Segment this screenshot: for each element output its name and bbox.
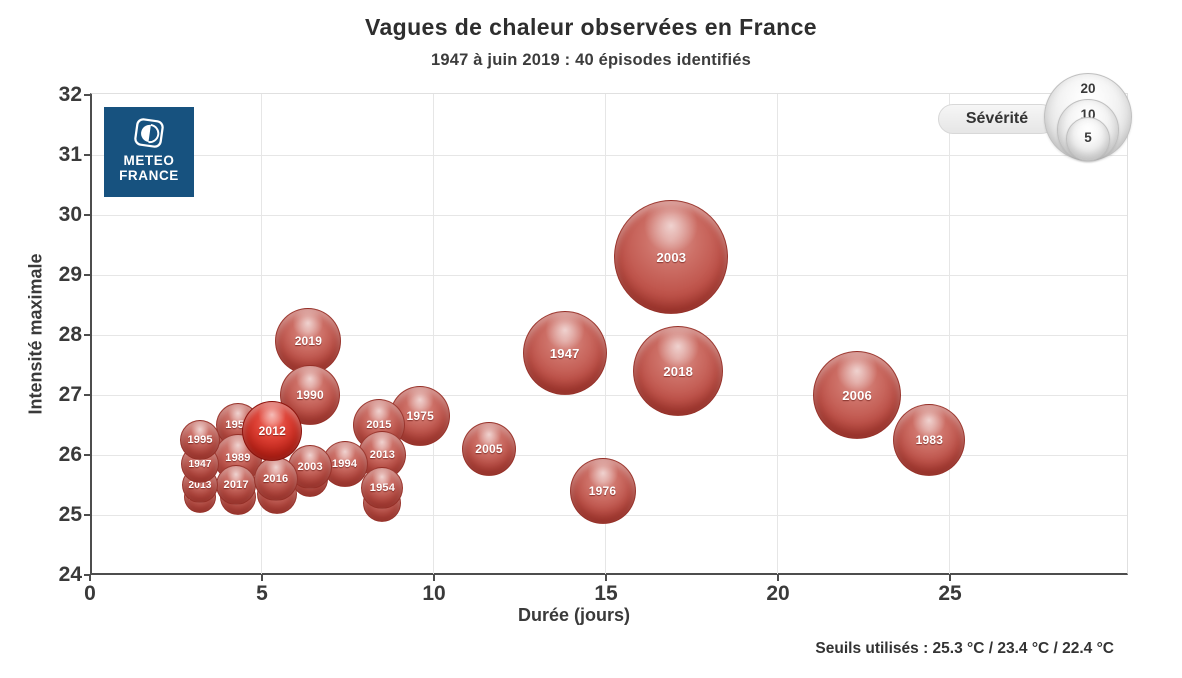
y-tick-label: 30 [58, 203, 82, 226]
chart-title: Vagues de chaleur observées en France [364, 14, 817, 40]
x-tick-label: 5 [256, 582, 268, 605]
gridline-horizontal [92, 215, 1127, 216]
gridline-horizontal [92, 335, 1127, 336]
x-tick-mark [433, 575, 435, 581]
bubble-2018: 2018 [633, 326, 724, 416]
bubble-year-label: 2013 [369, 449, 396, 461]
y-tick-label: 26 [58, 443, 82, 466]
x-tick-mark [949, 575, 951, 581]
bubble-2016: 2016 [253, 457, 298, 501]
severity-legend-label: Sévérité [938, 104, 1056, 134]
y-tick-mark [84, 334, 90, 336]
bubble-year-label: 1995 [187, 434, 213, 446]
bubble-year-label: 2015 [366, 419, 392, 431]
x-axis-title: Durée (jours) [517, 605, 631, 625]
gridline-vertical [949, 94, 950, 574]
gridline-horizontal [92, 155, 1127, 156]
bubble-2012: 2012 [242, 401, 303, 461]
legend-size-label: 20 [1080, 81, 1096, 96]
y-tick-mark [84, 94, 90, 96]
bubble-year-label: 2018 [663, 363, 694, 379]
x-tick-mark [261, 575, 263, 581]
x-tick-mark [777, 575, 779, 581]
legend-size-label: 5 [1084, 130, 1092, 145]
chart-subtitle: 1947 à juin 2019 : 40 épisodes identifié… [430, 51, 751, 69]
y-tick-mark [84, 454, 90, 456]
bubble-year-label: 2013 [188, 479, 212, 491]
bubble-year-label: 1994 [331, 458, 358, 470]
x-tick-label: 20 [766, 582, 790, 605]
meteo-france-icon [134, 118, 164, 148]
bubble-year-label: 2012 [258, 424, 287, 438]
gridline-vertical [433, 94, 434, 574]
x-tick-label: 10 [422, 582, 446, 605]
bubble-1976: 1976 [569, 458, 636, 524]
y-tick-label: 27 [58, 383, 82, 406]
gridline-horizontal [92, 395, 1127, 396]
bubble-year-label: 1990 [296, 388, 324, 402]
y-tick-label: 25 [58, 503, 82, 526]
bubble-year-label: 2003 [297, 461, 323, 473]
logo-line1: METEO [123, 153, 175, 168]
legend-circle-5: 5 [1066, 117, 1110, 161]
gridline-vertical [777, 94, 778, 574]
bubble-year-label: 2006 [842, 387, 872, 403]
bubble-year-label: 1989 [225, 452, 251, 464]
logo-line2: FRANCE [119, 168, 179, 183]
y-tick-label: 28 [58, 323, 82, 346]
bubble-2005: 2005 [462, 422, 517, 476]
bubble-year-label: 2003 [656, 249, 687, 265]
x-tick-label: 15 [594, 582, 618, 605]
bubble-1995: 1995 [180, 420, 221, 460]
thresholds-note: Seuils utilisés : 25.3 °C / 23.4 °C / 22… [815, 640, 1114, 657]
bubble-year-label: 2005 [475, 442, 503, 456]
gridline-horizontal [92, 275, 1127, 276]
y-tick-label: 29 [58, 263, 82, 286]
bubble-2017: 2017 [216, 465, 257, 505]
bubble-year-label: 1947 [549, 345, 580, 361]
y-tick-label: 24 [58, 563, 82, 586]
y-tick-mark [84, 574, 90, 576]
bubble-2019: 2019 [275, 308, 342, 374]
bubble-1983: 1983 [893, 404, 966, 476]
gridline-horizontal [92, 455, 1127, 456]
bubble-year-label: 2017 [223, 479, 249, 491]
x-tick-label: 25 [938, 582, 962, 605]
bubble-year-label: 1947 [188, 458, 212, 470]
bubble-2006: 2006 [813, 351, 902, 439]
logo-text: METEO FRANCE [119, 153, 179, 183]
bubble-year-label: 1954 [369, 482, 396, 494]
y-tick-mark [84, 154, 90, 156]
y-tick-mark [84, 214, 90, 216]
bubble-year-label: 2016 [263, 473, 289, 485]
y-tick-mark [84, 514, 90, 516]
bubble-1954: 1954 [361, 467, 404, 509]
y-tick-mark [84, 394, 90, 396]
bubble-1947: 1947 [522, 311, 607, 395]
meteo-france-logo: METEO FRANCE [104, 107, 194, 197]
bubble-year-label: 1975 [406, 409, 434, 423]
gridline-vertical [261, 94, 262, 574]
y-tick-label: 31 [58, 143, 82, 166]
bubble-year-label: 2019 [294, 334, 323, 348]
y-tick-mark [84, 274, 90, 276]
bubble-year-label: 1983 [915, 433, 944, 447]
bubble-year-label: 1976 [588, 484, 617, 498]
x-tick-label: 0 [84, 582, 96, 605]
x-tick-mark [605, 575, 607, 581]
x-tick-mark [89, 575, 91, 581]
y-tick-label: 32 [58, 83, 82, 106]
bubble-2003: 2003 [614, 200, 729, 314]
gridline-vertical [605, 94, 606, 574]
